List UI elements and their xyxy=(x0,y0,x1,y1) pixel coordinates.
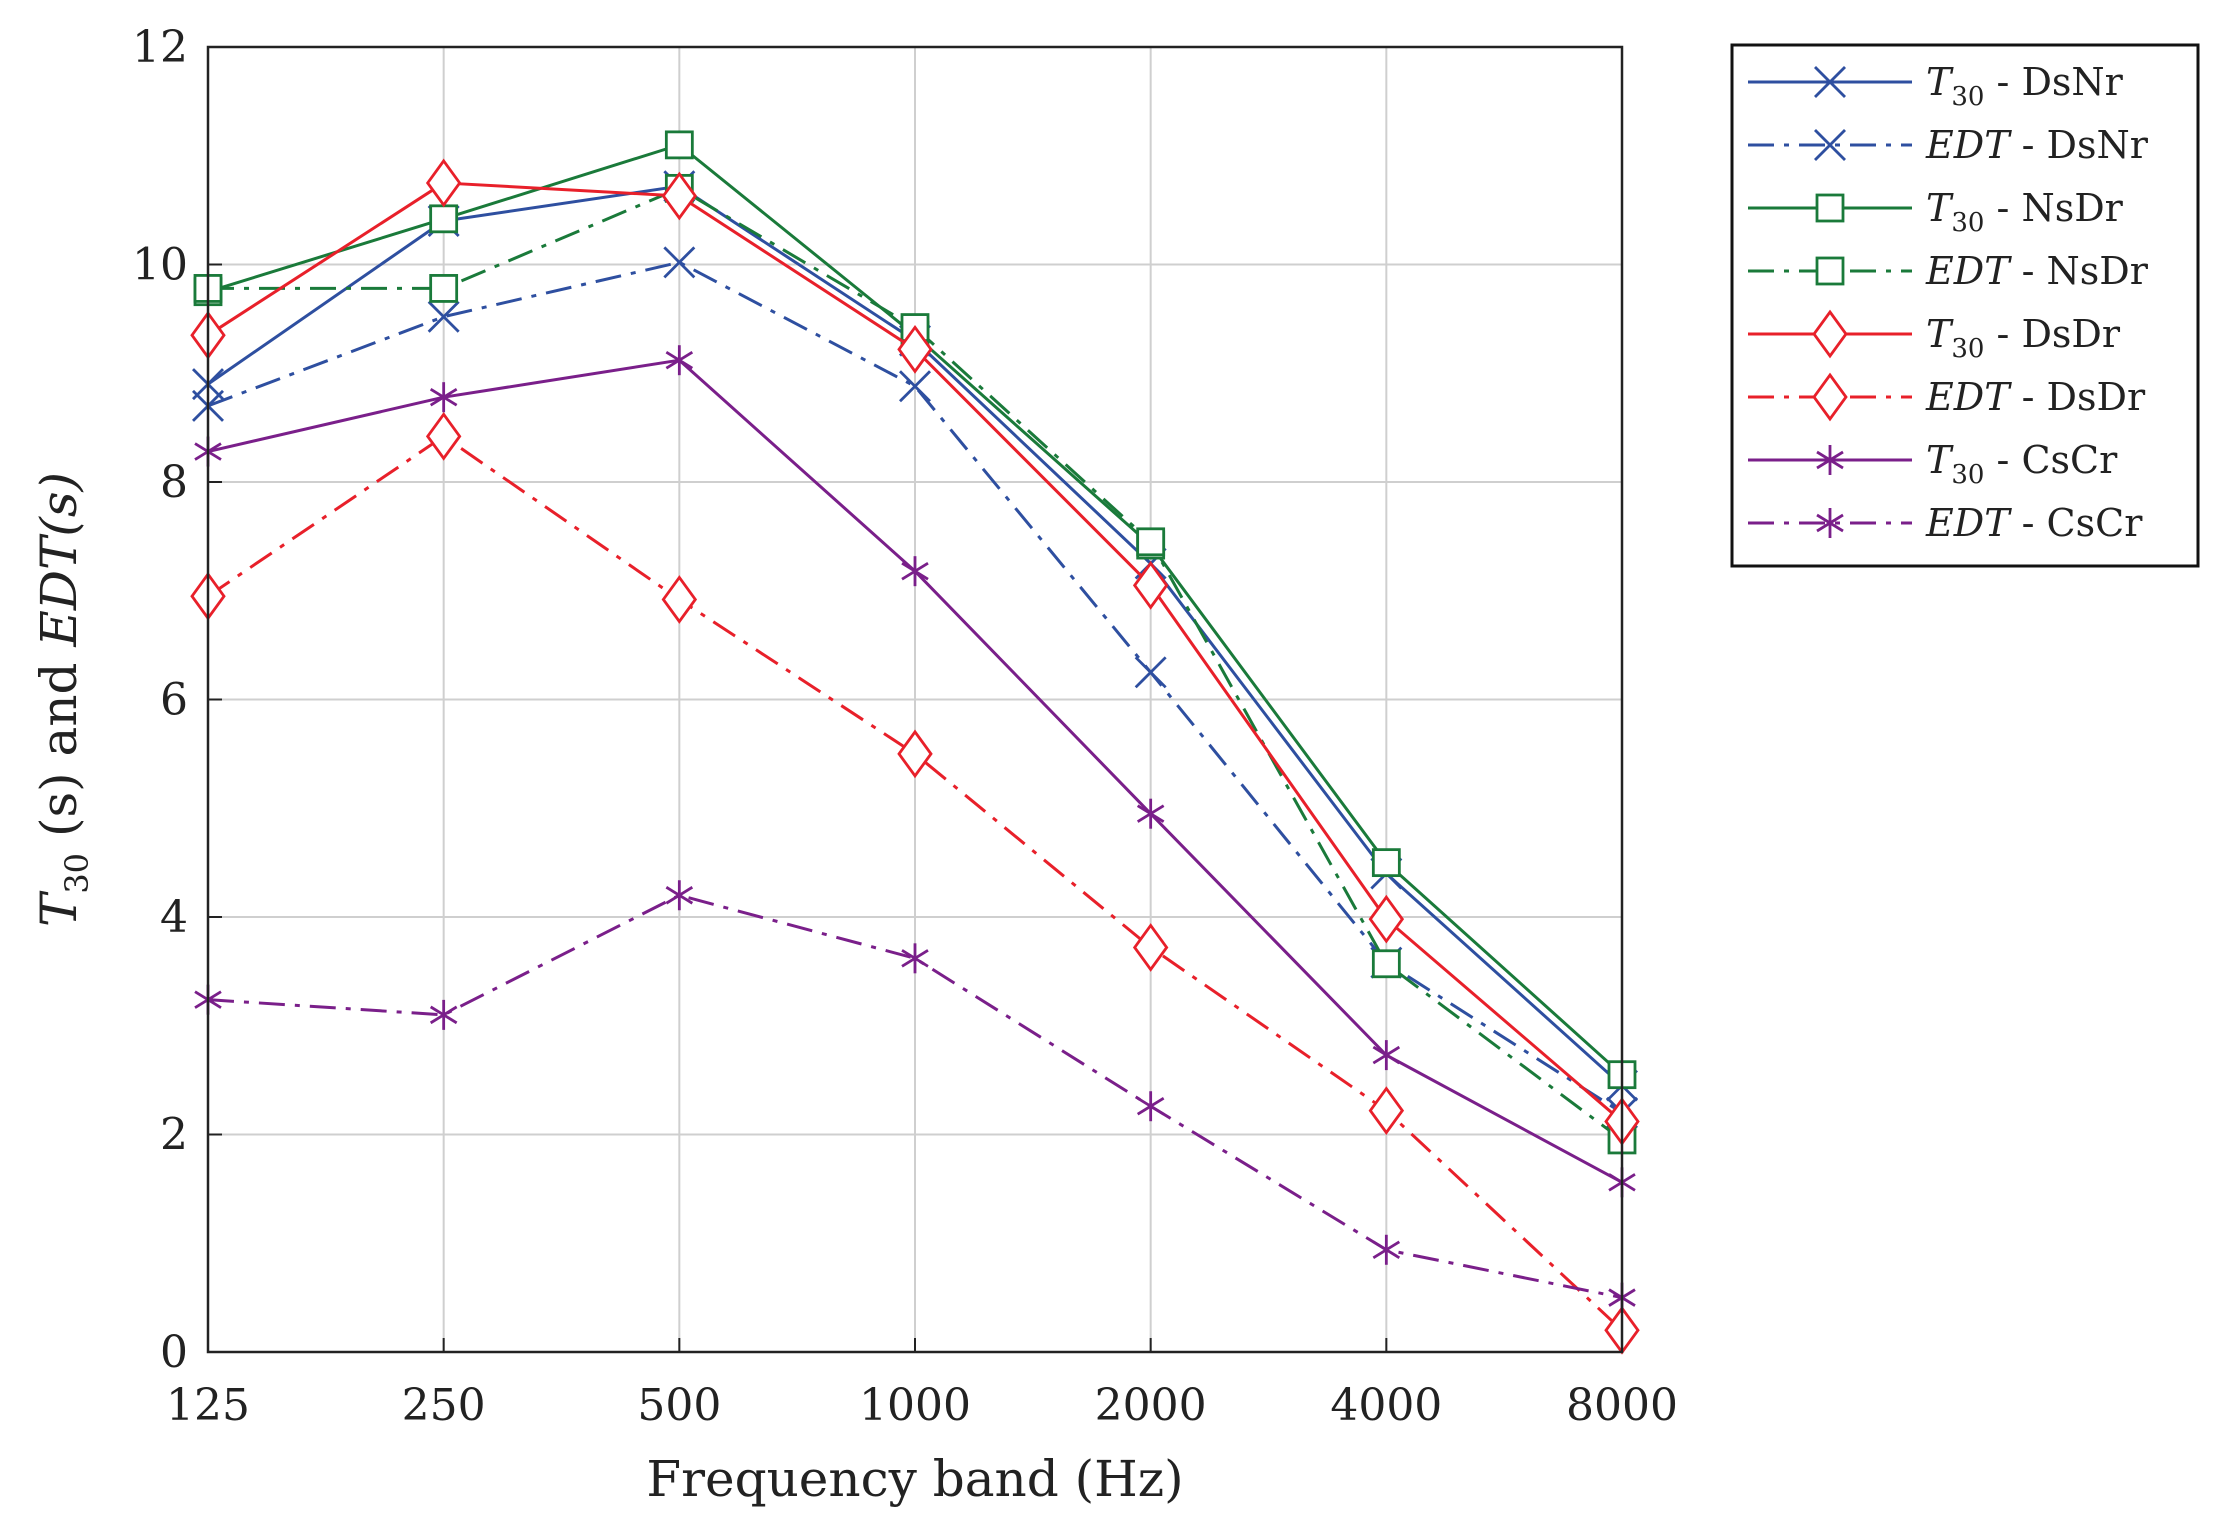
legend-label: T30 - DsNr xyxy=(1926,60,2124,112)
legend-marker xyxy=(1814,129,1846,161)
legend-marker xyxy=(1815,193,1845,223)
legend: T30 - DsNr EDT - DsNr T30 - NsDr EDT - NsDr… xyxy=(1730,43,2200,568)
legend-marker xyxy=(1814,66,1846,98)
legend-label: EDT - DsNr xyxy=(1925,123,2149,167)
data-point xyxy=(1132,560,1169,610)
data-point xyxy=(1136,1091,1165,1122)
data-point xyxy=(429,382,458,413)
y-tick-label: 6 xyxy=(160,675,188,726)
legend-item: EDT - DsDr xyxy=(1748,372,2146,422)
legend-label: EDT - NsDr xyxy=(1925,249,2149,293)
data-point xyxy=(901,943,929,974)
x-tick-label: 250 xyxy=(402,1380,486,1431)
x-tick-label: 4000 xyxy=(1330,1380,1442,1431)
data-point xyxy=(427,300,460,333)
data-point xyxy=(429,999,458,1030)
legend-item: T30 - CsCr xyxy=(1748,438,2118,490)
data-point xyxy=(661,171,698,221)
data-point xyxy=(1136,527,1166,557)
y-axis-label-sub: 30 xyxy=(58,853,96,894)
y-tick-label: 10 xyxy=(132,240,188,291)
data-point xyxy=(1371,949,1401,979)
legend-marker xyxy=(1815,256,1845,286)
data-point xyxy=(1372,1234,1401,1265)
y-ticks: 0 2 4 6 8 10 12 xyxy=(132,22,222,1378)
x-tick-label: 1000 xyxy=(859,1380,971,1431)
data-point xyxy=(661,575,698,624)
legend-item: T30 - DsDr xyxy=(1748,309,2121,364)
data-point xyxy=(1368,1086,1405,1135)
legend-marker xyxy=(1812,309,1848,359)
legend-item: EDT - CsCr xyxy=(1748,501,2143,545)
y-tick-label: 8 xyxy=(160,457,188,508)
y-axis-label: T30 (s) and EDT(s) xyxy=(30,472,96,927)
data-point xyxy=(901,556,929,587)
data-point xyxy=(1368,894,1405,944)
y-axis-label-rest: (s) and xyxy=(30,647,88,853)
data-point xyxy=(429,274,459,303)
data-point xyxy=(664,130,694,160)
grid xyxy=(207,46,1623,1353)
legend-label: T30 - DsDr xyxy=(1926,312,2121,364)
data-point xyxy=(425,411,462,461)
data-point xyxy=(897,729,933,779)
legend-label: T30 - NsDr xyxy=(1926,186,2124,238)
data-point xyxy=(1132,923,1169,972)
legend-item: T30 - DsNr xyxy=(1748,60,2124,112)
legend-label: EDT - DsDr xyxy=(1925,375,2146,419)
y-tick-label: 12 xyxy=(132,22,188,73)
legend-box xyxy=(1730,43,2200,568)
x-ticks: 125 250 500 1000 2000 4000 8000 xyxy=(166,1338,1678,1431)
data-point xyxy=(1372,1040,1401,1071)
y-tick-label: 4 xyxy=(160,892,188,943)
data-point xyxy=(665,345,694,376)
x-axis-label: Frequency band (Hz) xyxy=(646,1450,1183,1508)
data-point xyxy=(429,204,459,234)
y-axis-label-tail: (s) xyxy=(30,472,88,537)
legend-item: EDT - DsNr xyxy=(1748,123,2149,167)
legend-marker xyxy=(1816,508,1844,538)
data-point xyxy=(897,324,933,374)
data-point xyxy=(899,370,931,403)
series-4 xyxy=(190,158,1640,1146)
data-point xyxy=(1136,798,1165,829)
y-axis-label-main: T xyxy=(30,890,88,927)
data-point xyxy=(425,158,462,208)
y-axis-label-edt: EDT xyxy=(30,533,88,648)
data-point xyxy=(1134,656,1167,689)
y-tick-label: 2 xyxy=(160,1110,188,1161)
data-point xyxy=(1371,848,1401,878)
legend-label: EDT - CsCr xyxy=(1925,501,2143,545)
legend-item: EDT - NsDr xyxy=(1748,249,2149,293)
x-tick-label: 8000 xyxy=(1566,1380,1678,1431)
legend-label: T30 - CsCr xyxy=(1926,438,2118,490)
x-tick-label: 125 xyxy=(166,1380,250,1431)
x-tick-label: 2000 xyxy=(1095,1380,1207,1431)
legend-marker xyxy=(1812,372,1848,422)
x-tick-label: 500 xyxy=(637,1380,721,1431)
data-point xyxy=(665,880,694,911)
data-point xyxy=(663,246,696,279)
legend-item: T30 - NsDr xyxy=(1748,186,2124,238)
legend-marker xyxy=(1816,445,1844,475)
y-tick-label: 0 xyxy=(160,1327,188,1378)
